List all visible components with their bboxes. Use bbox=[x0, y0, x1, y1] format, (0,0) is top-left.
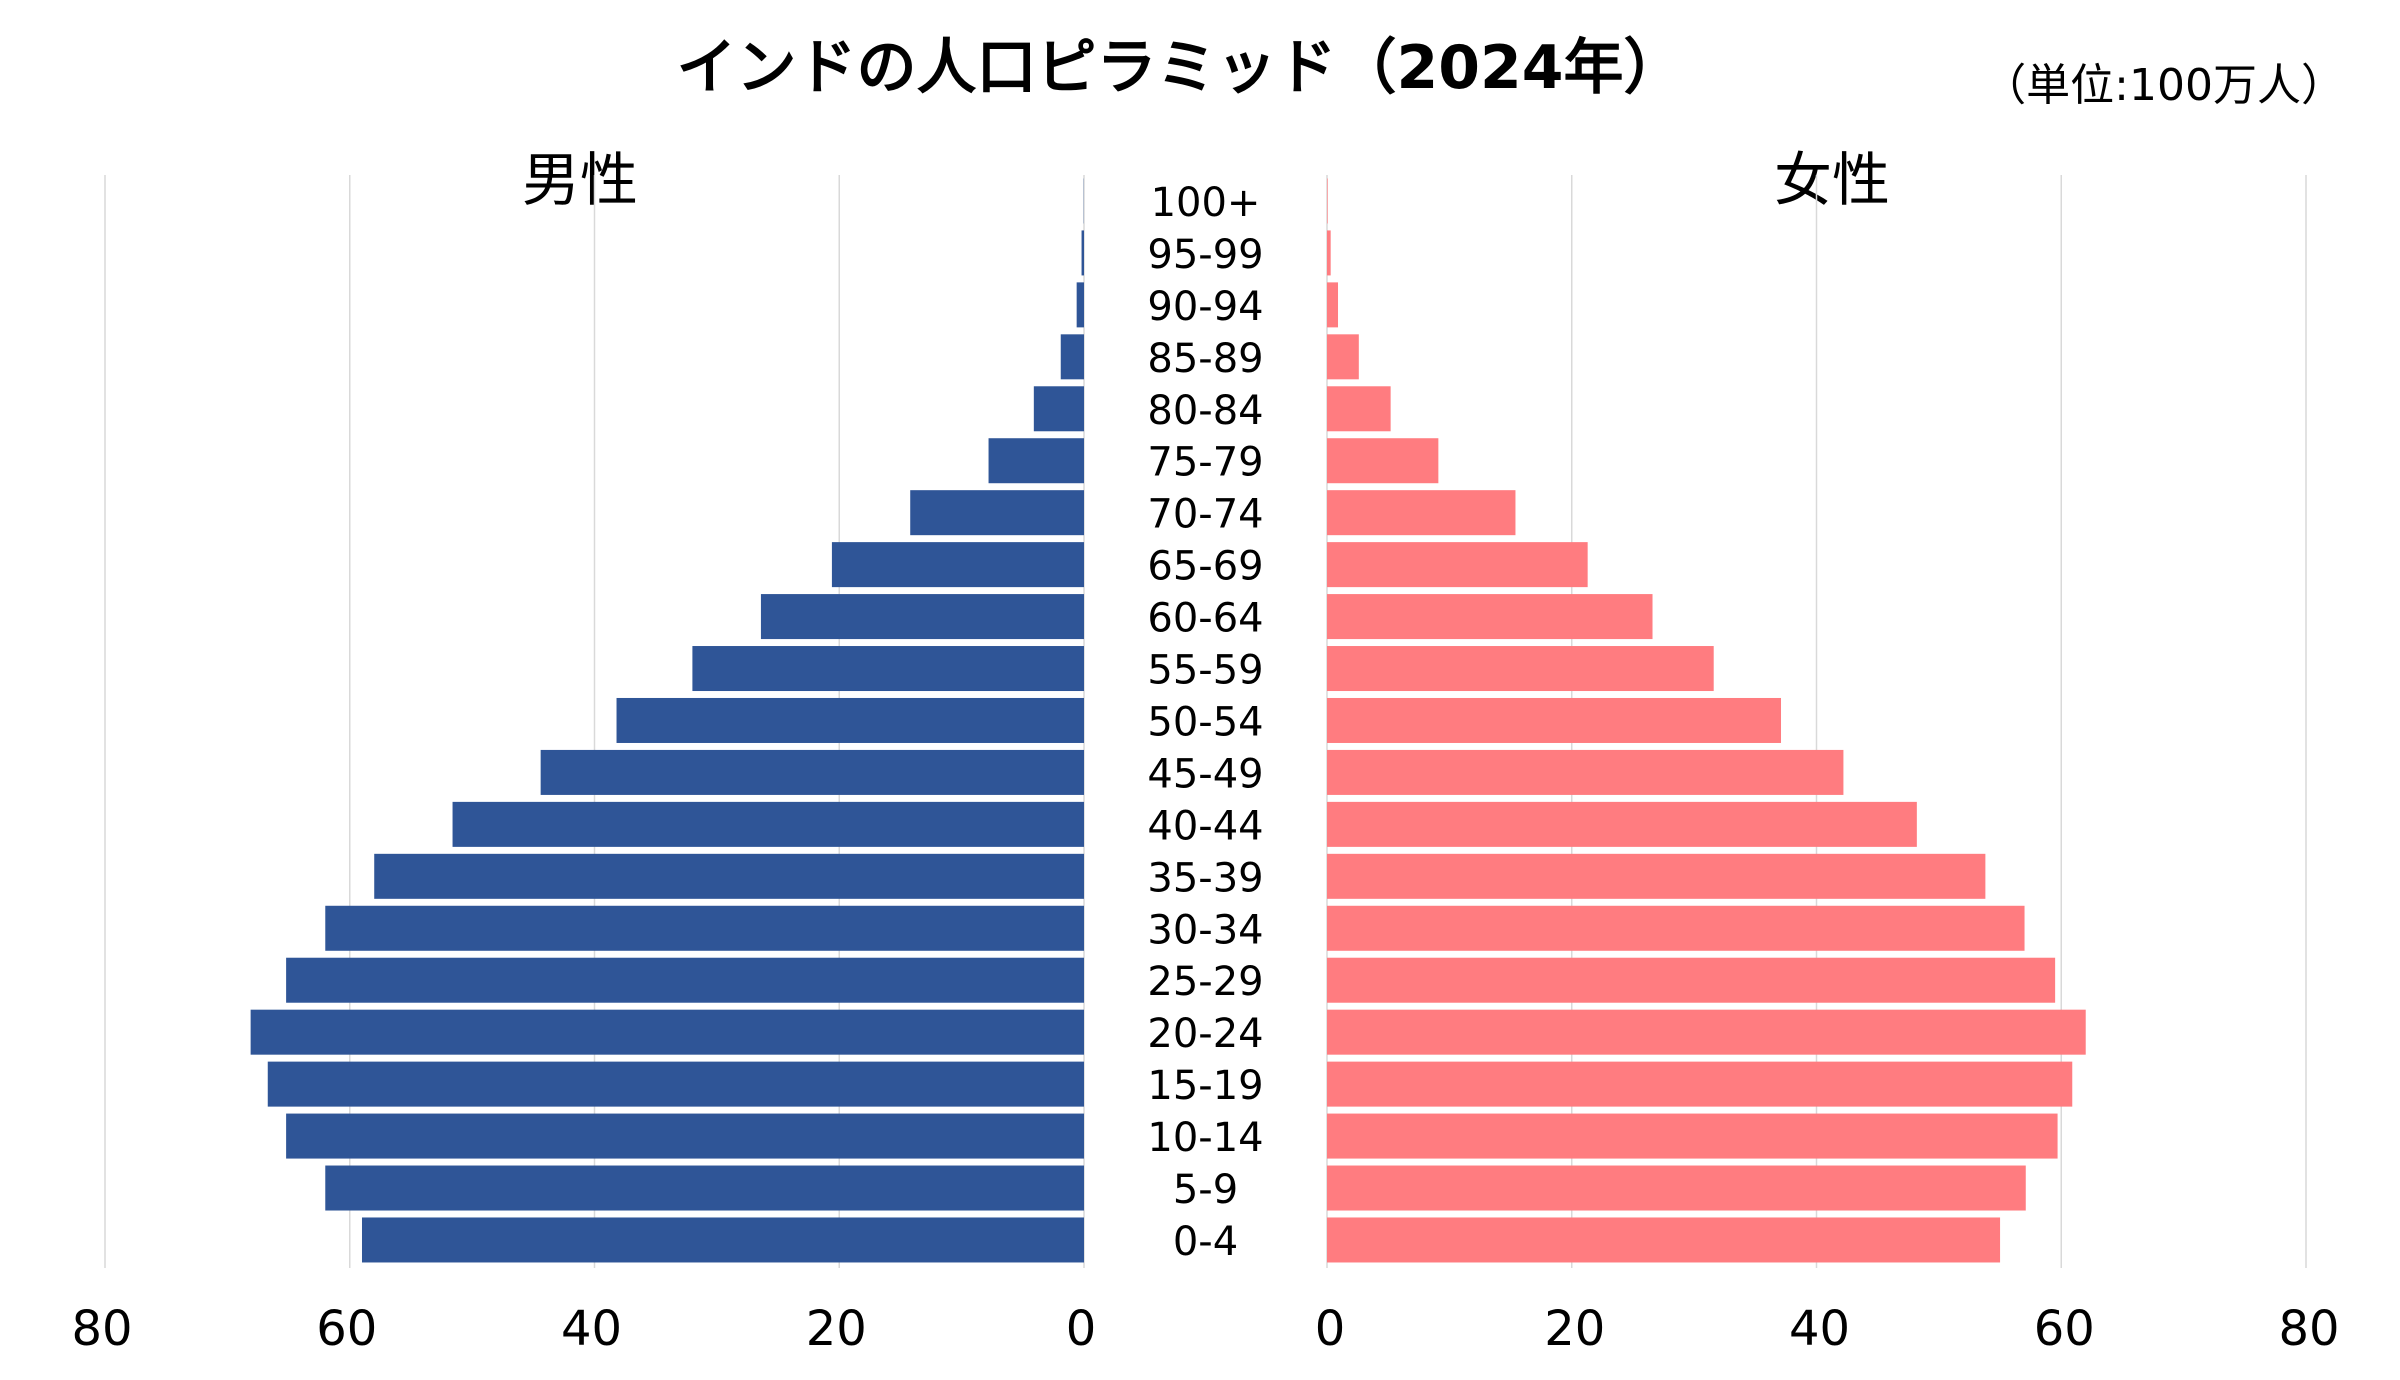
age-group-label: 60-64 bbox=[1147, 596, 1263, 642]
male-bars bbox=[250, 178, 1085, 1263]
age-group-label: 65-69 bbox=[1147, 544, 1263, 590]
male-bar-5-9 bbox=[325, 1165, 1084, 1211]
age-group-labels: 100+ 95-99 90-94 85-89 80-84 75-79 70-74 65-69 6… bbox=[1147, 180, 1263, 1265]
unit-note: （単位:100万人） bbox=[1982, 60, 2345, 111]
age-group-label: 100+ bbox=[1151, 180, 1261, 226]
male-bar-45-49 bbox=[540, 749, 1084, 795]
male-bar-70-74 bbox=[910, 490, 1084, 536]
female-bar-45-49 bbox=[1327, 749, 1844, 795]
female-bar-40-44 bbox=[1327, 801, 1917, 847]
age-group-label: 35-39 bbox=[1147, 855, 1263, 901]
female-axis-ticks: 0 20 40 60 80 bbox=[1315, 1301, 2340, 1357]
female-bar-0-4 bbox=[1327, 1217, 2001, 1263]
female-bar-10-14 bbox=[1327, 1113, 2058, 1159]
age-group-label: 0-4 bbox=[1173, 1219, 1238, 1265]
male-tick-label: 80 bbox=[71, 1301, 132, 1357]
male-bar-80-84 bbox=[1033, 386, 1084, 432]
female-tick-label: 40 bbox=[1789, 1301, 1850, 1357]
age-group-label: 20-24 bbox=[1147, 1011, 1263, 1057]
female-bar-65-69 bbox=[1327, 542, 1588, 588]
age-group-label: 80-84 bbox=[1147, 388, 1263, 434]
female-bar-15-19 bbox=[1327, 1061, 2073, 1107]
age-group-label: 55-59 bbox=[1147, 648, 1263, 694]
male-bar-40-44 bbox=[452, 801, 1084, 847]
male-bar-90-94 bbox=[1076, 282, 1084, 328]
female-bar-25-29 bbox=[1327, 957, 2056, 1003]
female-bar-85-89 bbox=[1327, 334, 1359, 380]
male-bar-25-29 bbox=[286, 957, 1084, 1003]
age-group-label: 95-99 bbox=[1147, 232, 1263, 278]
male-bar-60-64 bbox=[760, 594, 1084, 640]
female-bars bbox=[1327, 178, 2086, 1263]
male-bar-0-4 bbox=[361, 1217, 1084, 1263]
female-bar-55-59 bbox=[1327, 646, 1714, 692]
female-bar-70-74 bbox=[1327, 490, 1516, 536]
male-label: 男性 bbox=[522, 146, 638, 214]
female-bar-90-94 bbox=[1327, 282, 1339, 328]
age-group-label: 15-19 bbox=[1147, 1063, 1263, 1109]
female-tick-label: 20 bbox=[1544, 1301, 1605, 1357]
male-bar-50-54 bbox=[616, 697, 1084, 743]
female-bar-5-9 bbox=[1327, 1165, 2026, 1211]
female-tick-label: 60 bbox=[2034, 1301, 2095, 1357]
male-tick-label: 20 bbox=[806, 1301, 867, 1357]
age-group-label: 50-54 bbox=[1147, 699, 1263, 745]
male-axis-ticks: 0 20 40 60 80 bbox=[71, 1301, 1096, 1357]
female-bar-20-24 bbox=[1327, 1009, 2086, 1055]
male-bar-75-79 bbox=[988, 438, 1084, 484]
female-bar-50-54 bbox=[1327, 697, 1782, 743]
age-group-label: 40-44 bbox=[1147, 803, 1263, 849]
male-bar-30-34 bbox=[325, 905, 1084, 951]
female-tick-label: 0 bbox=[1315, 1301, 1346, 1357]
age-group-label: 85-89 bbox=[1147, 336, 1263, 382]
age-group-label: 45-49 bbox=[1147, 751, 1263, 797]
female-bar-30-34 bbox=[1327, 905, 2025, 951]
age-group-label: 25-29 bbox=[1147, 959, 1263, 1005]
female-label: 女性 bbox=[1774, 146, 1890, 214]
female-bar-60-64 bbox=[1327, 594, 1653, 640]
female-bar-100+ bbox=[1327, 178, 1328, 224]
male-bar-65-69 bbox=[831, 542, 1084, 588]
male-bar-55-59 bbox=[692, 646, 1084, 692]
age-group-label: 10-14 bbox=[1147, 1115, 1263, 1161]
female-bar-80-84 bbox=[1327, 386, 1391, 432]
male-bar-35-39 bbox=[374, 853, 1085, 899]
male-bar-85-89 bbox=[1060, 334, 1084, 380]
male-bar-95-99 bbox=[1081, 230, 1084, 276]
chart-title: インドの人口ピラミッド（2024年） bbox=[677, 33, 1684, 103]
male-tick-label: 0 bbox=[1066, 1301, 1097, 1357]
male-tick-label: 60 bbox=[316, 1301, 377, 1357]
female-bar-95-99 bbox=[1327, 230, 1331, 276]
male-bar-10-14 bbox=[286, 1113, 1084, 1159]
age-group-label: 30-34 bbox=[1147, 907, 1263, 953]
female-bar-35-39 bbox=[1327, 853, 1986, 899]
female-bar-75-79 bbox=[1327, 438, 1439, 484]
male-bar-20-24 bbox=[250, 1009, 1085, 1055]
age-group-label: 5-9 bbox=[1173, 1167, 1238, 1213]
male-bar-15-19 bbox=[267, 1061, 1084, 1107]
male-tick-label: 40 bbox=[561, 1301, 622, 1357]
age-group-label: 75-79 bbox=[1147, 440, 1263, 486]
age-group-label: 90-94 bbox=[1147, 284, 1263, 330]
age-group-label: 70-74 bbox=[1147, 492, 1263, 538]
female-tick-label: 80 bbox=[2278, 1301, 2339, 1357]
